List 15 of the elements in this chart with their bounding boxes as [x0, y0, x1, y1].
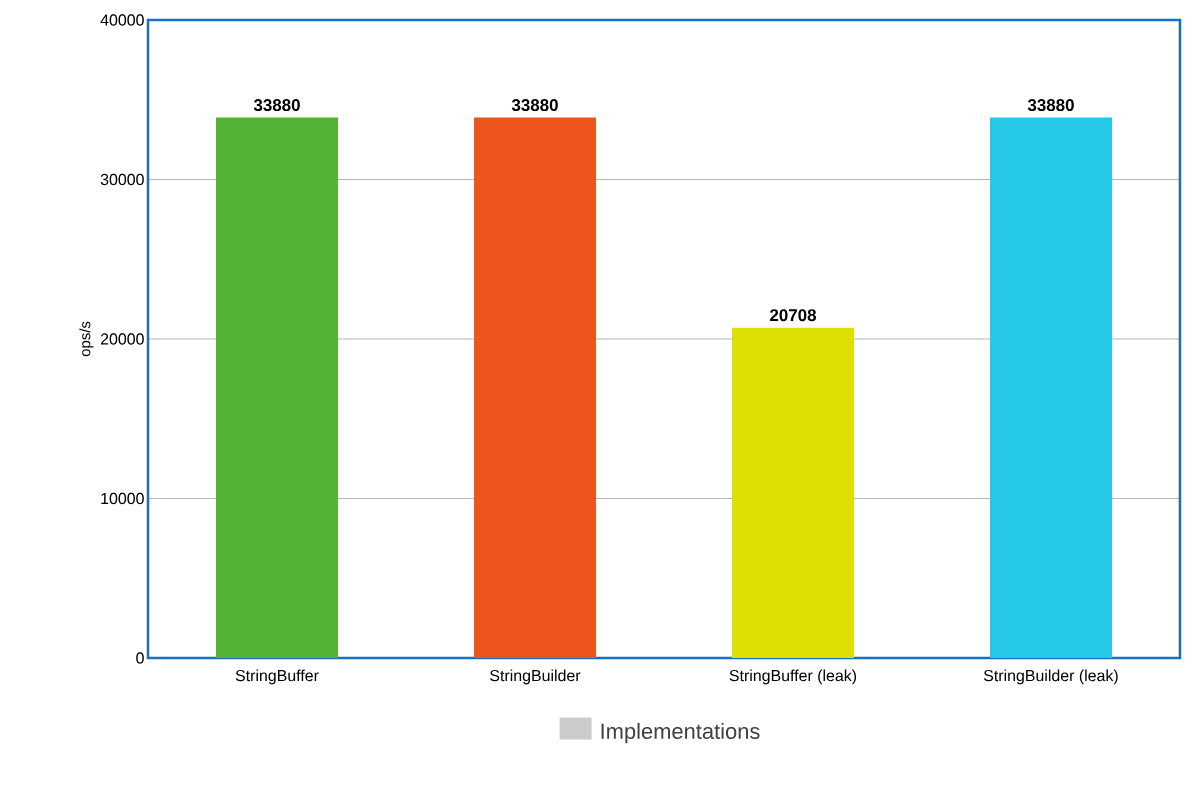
data-label: 20708	[770, 309, 817, 322]
y-tick-label: 30000	[100, 173, 144, 186]
y-tick-label: 10000	[101, 492, 144, 505]
y-tick-label: 40000	[100, 14, 144, 26]
text: Implementations	[601, 722, 760, 744]
y-axis-title: ops/s	[79, 321, 94, 357]
data-label: 33880	[511, 99, 558, 112]
y-tick-label: 0	[136, 652, 144, 664]
x-tick-label: StringBuffer	[235, 669, 319, 685]
y-tick-label: 20000	[100, 333, 144, 345]
x-tick-label: StringBuilder (leak)	[983, 669, 1118, 685]
data-label: 33880	[253, 99, 300, 112]
x-tick-label: StringBuilder	[490, 669, 581, 685]
data-label: 33880	[1027, 99, 1074, 112]
x-tick-label: StringBuffer (leak)	[729, 669, 857, 685]
